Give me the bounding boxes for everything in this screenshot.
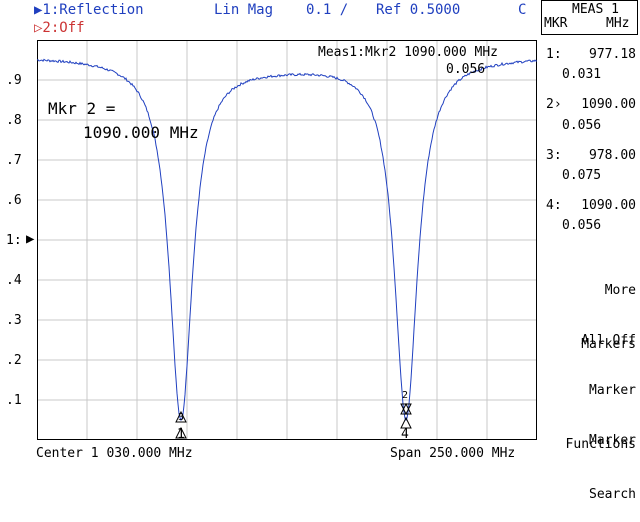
marker-3-icon[interactable] bbox=[400, 403, 412, 416]
cal-flag: C bbox=[518, 2, 527, 18]
y-tick-label: .7 bbox=[6, 153, 22, 168]
readout-1-label: 1: bbox=[546, 47, 562, 62]
softkey-label: Functions bbox=[565, 437, 636, 452]
readout-2-freq: 1090.00 bbox=[581, 97, 636, 112]
marker-annotation-label: Mkr 2 = bbox=[48, 99, 116, 118]
softkey-label: Marker bbox=[589, 383, 636, 398]
softkey-label: All Off bbox=[581, 333, 636, 348]
marker-1-number: 1 bbox=[177, 427, 185, 442]
reflection-trace bbox=[37, 58, 537, 422]
marker-1-icon[interactable] bbox=[175, 410, 187, 423]
active-marker-readout: Meas1:Mkr2 1090.000 MHz bbox=[318, 45, 499, 60]
readout-2-label: 2› bbox=[546, 97, 562, 112]
readout-4-label: 4: bbox=[546, 198, 562, 213]
scale-label[interactable]: 0.1 / bbox=[306, 2, 349, 18]
trace2-label[interactable]: ▷2:Off bbox=[34, 20, 85, 36]
readout-3-label: 3: bbox=[546, 148, 562, 163]
y-tick-label: .6 bbox=[6, 193, 22, 208]
readout-2-value: 0.056 bbox=[562, 118, 602, 133]
y-tick-label: .1 bbox=[6, 393, 22, 408]
menu-title-box: MEAS 1 MKR MHz bbox=[541, 0, 638, 35]
softkey-label: Markers bbox=[581, 337, 636, 352]
trace-plot[interactable] bbox=[37, 40, 537, 440]
trace1-label[interactable]: ▶1:Reflection bbox=[34, 2, 144, 18]
readout-4-value: 0.056 bbox=[562, 218, 602, 233]
softkey-label: More bbox=[604, 283, 636, 298]
reference-position-icon[interactable]: ▶ bbox=[26, 231, 35, 247]
marker-2-icon[interactable] bbox=[400, 402, 412, 415]
y-tick-label: .3 bbox=[6, 313, 22, 328]
readout-3-freq: 978.00 bbox=[589, 148, 636, 163]
center-frequency[interactable]: Center 1 030.000 MHz bbox=[36, 446, 193, 461]
marker-functions-softkey[interactable]: Marker Functions bbox=[566, 346, 636, 472]
marker-1-icon[interactable] bbox=[175, 426, 187, 439]
marker-annotation-freq: 1090.000 MHz bbox=[83, 123, 199, 142]
y-tick-label: .2 bbox=[6, 353, 22, 368]
readout-1-value: 0.031 bbox=[562, 67, 602, 82]
menu-subtitle-left: MKR bbox=[544, 16, 568, 31]
more-markers-softkey[interactable]: More Markers bbox=[581, 246, 636, 372]
readout-3-value: 0.075 bbox=[562, 168, 602, 183]
marker-2-number: 2 bbox=[402, 390, 409, 401]
y-tick-label: .8 bbox=[6, 113, 22, 128]
marker-4-number: 4 bbox=[401, 427, 409, 442]
marker-3-number: 3 bbox=[178, 412, 185, 423]
marker-4-icon[interactable] bbox=[400, 416, 412, 429]
plot-frame bbox=[37, 40, 537, 440]
all-off-softkey[interactable]: All Off bbox=[581, 296, 636, 368]
menu-subtitle-right: MHz bbox=[606, 16, 630, 31]
menu-title: MEAS 1 bbox=[572, 2, 619, 17]
marker-search-softkey[interactable]: Marker Search bbox=[589, 396, 636, 522]
softkey-label: Search bbox=[589, 487, 636, 502]
y-tick-label-ref: 1: bbox=[6, 233, 22, 248]
active-marker-value: 0.056 bbox=[446, 62, 486, 77]
marker-group[interactable] bbox=[175, 402, 412, 439]
span-frequency[interactable]: Span 250.000 MHz bbox=[390, 446, 516, 461]
readout-4-freq: 1090.00 bbox=[581, 198, 636, 213]
y-tick-label: .4 bbox=[6, 273, 22, 288]
y-tick-label: .9 bbox=[6, 73, 22, 88]
readout-1-freq: 977.18 bbox=[589, 47, 636, 62]
softkey-label: Marker bbox=[589, 433, 636, 448]
graticule bbox=[37, 40, 537, 440]
ref-label[interactable]: Ref 0.5000 bbox=[376, 2, 461, 18]
format-label[interactable]: Lin Mag bbox=[214, 2, 274, 18]
